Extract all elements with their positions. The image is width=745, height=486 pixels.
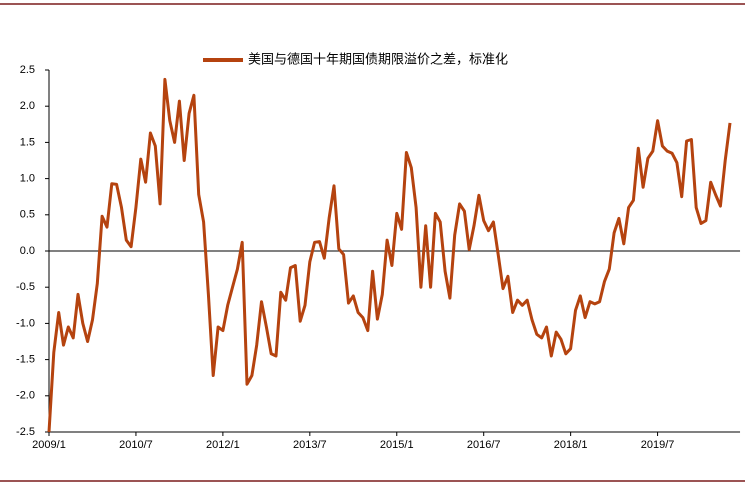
y-tick-label: -2.0 [16,390,35,402]
x-tick-label: 2009/1 [32,439,66,451]
x-tick-label: 2012/1 [206,439,240,451]
data-line [47,77,732,433]
x-tick-label: 2016/7 [467,439,501,451]
y-tick-label: -1.0 [16,317,35,329]
y-tick-label: 1.0 [20,173,35,185]
x-tick-label: 2015/1 [380,439,414,451]
y-tick-label: 1.5 [20,136,35,148]
y-tick-label: -1.5 [16,354,35,366]
y-tick-label: -0.5 [16,281,35,293]
y-tick-label: 0.0 [20,245,35,257]
y-tick-label: 0.5 [20,209,35,221]
y-tick-label: 2.0 [20,100,35,112]
x-tick-label: 2010/7 [119,439,153,451]
legend-text: 美国与德国十年期国债期限溢价之差，标准化 [248,51,508,66]
y-tick-label: -2.5 [16,426,35,438]
y-tick-label: 2.5 [20,64,35,76]
x-tick-label: 2018/1 [554,439,588,451]
x-tick-label: 2019/7 [641,439,675,451]
x-tick-label: 2013/7 [293,439,327,451]
